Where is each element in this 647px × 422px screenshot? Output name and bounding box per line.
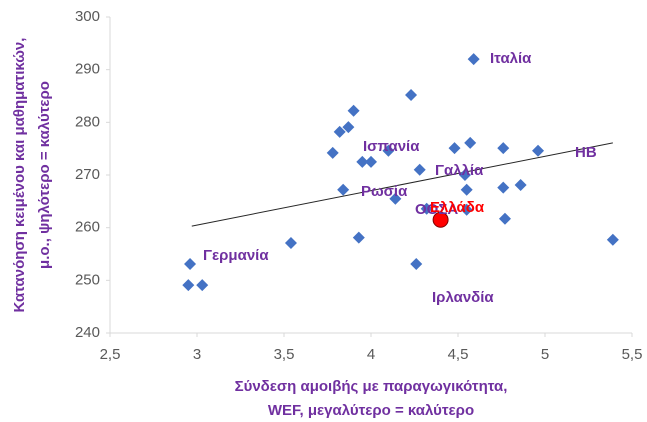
annotation: ΟΟΣΑ (415, 201, 458, 218)
point (514, 179, 527, 192)
annotation: Ελλάδα (430, 199, 485, 216)
point (182, 279, 195, 292)
y-tick-label: 260 (75, 219, 100, 236)
x-tick-label: 4,5 (448, 346, 469, 363)
point (365, 155, 377, 168)
x-axis-title: Σύνδεση αμοιβής με παραγωγικότητα, (235, 378, 508, 395)
point (342, 121, 355, 134)
annotation: ΗΒ (575, 144, 597, 161)
highlight-point (432, 211, 449, 228)
point (448, 142, 461, 155)
point (196, 279, 209, 292)
annotation: Ισπανία (363, 138, 420, 155)
point (389, 192, 402, 205)
x-tick-label: 3 (193, 346, 201, 363)
y-tick-label: 240 (75, 324, 100, 341)
point (405, 88, 418, 101)
point (284, 236, 297, 249)
annotation: Γαλλία (435, 162, 484, 179)
point (413, 163, 426, 176)
point (532, 144, 545, 157)
point (326, 146, 339, 159)
x-tick-label: 3,5 (274, 346, 295, 363)
point (382, 144, 395, 157)
y-tick-label: 250 (75, 271, 100, 288)
point (497, 181, 510, 194)
annotation: Ιταλία (490, 50, 532, 67)
point (464, 136, 477, 149)
point (356, 155, 369, 168)
point (467, 53, 480, 66)
y-tick-label: 290 (75, 61, 100, 78)
annotation: Ιρλανδία (432, 289, 494, 306)
point (184, 258, 197, 271)
point (498, 212, 511, 225)
point (337, 183, 350, 196)
x-tick-label: 5,5 (622, 346, 643, 363)
point (497, 142, 510, 155)
y-tick-label: 280 (75, 113, 100, 130)
point (347, 104, 360, 117)
point (460, 203, 473, 216)
y-tick-label: 270 (75, 166, 100, 183)
point (458, 169, 471, 181)
point (420, 202, 433, 215)
y-axis-title: μ.ο., ψηλότερο = καλύτερο (36, 81, 53, 269)
point (333, 125, 346, 138)
x-tick-label: 2,5 (100, 346, 121, 363)
point (410, 258, 423, 271)
trendline (191, 142, 613, 227)
x-tick-label: 5 (541, 346, 549, 363)
point (460, 183, 473, 196)
annotation: Γερμανία (203, 247, 269, 264)
x-axis-title: WEF, μεγαλύτερο = καλύτερο (268, 402, 474, 419)
point (352, 231, 365, 244)
point (606, 233, 619, 246)
y-axis-title: Κατανόηση κειμένου και μαθηματικών, (11, 38, 28, 313)
x-tick-label: 4 (367, 346, 375, 363)
y-tick-label: 300 (75, 8, 100, 25)
annotation: Ρωσία (361, 183, 408, 200)
